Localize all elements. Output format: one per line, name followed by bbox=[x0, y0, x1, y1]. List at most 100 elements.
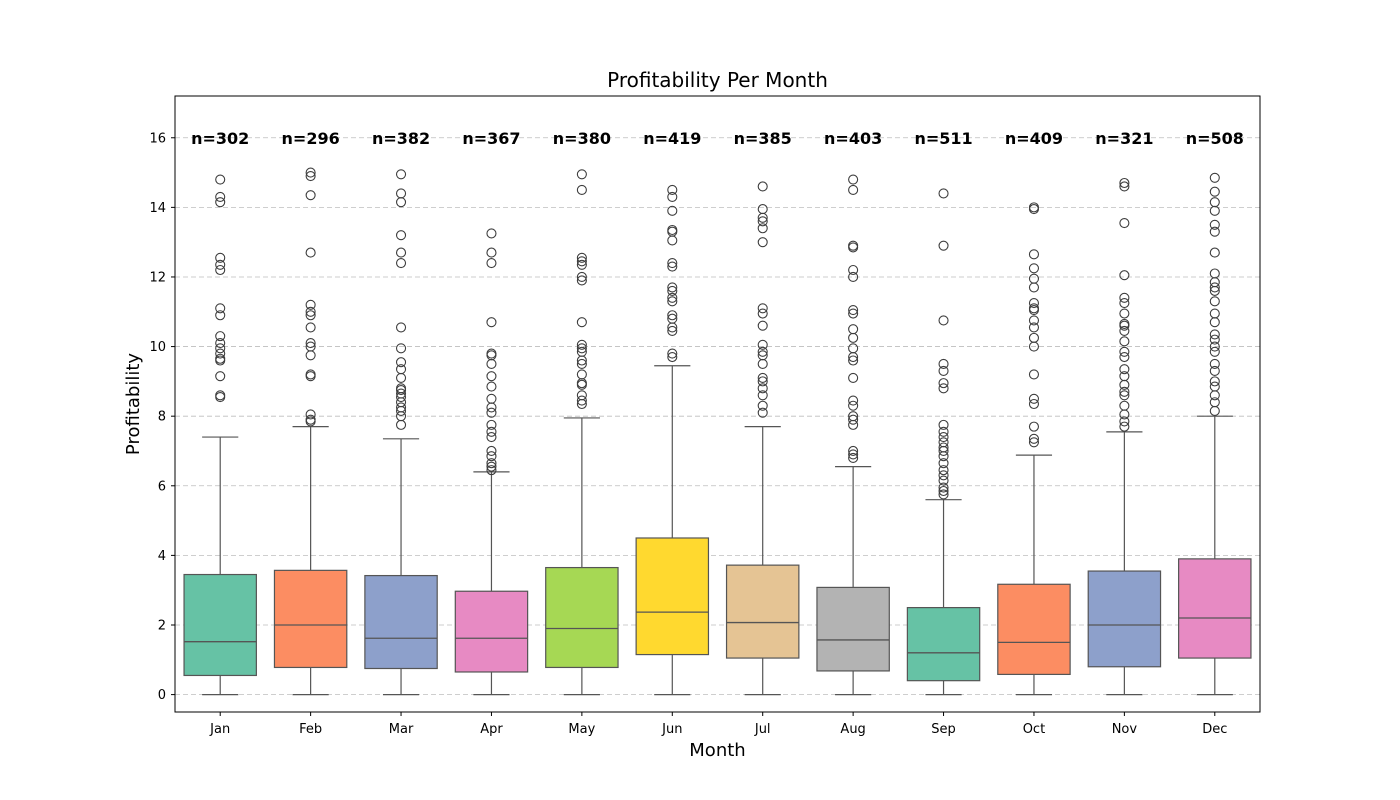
y-tick-label: 14 bbox=[149, 201, 166, 216]
outlier-point bbox=[486, 348, 497, 359]
outlier-point bbox=[1119, 318, 1130, 330]
box-may bbox=[545, 169, 619, 696]
y-tick-label: 6 bbox=[158, 479, 166, 494]
iqr-box bbox=[183, 573, 257, 677]
outlier-point bbox=[1119, 346, 1130, 357]
count-label: n=385 bbox=[734, 129, 792, 148]
x-tick-label: Aug bbox=[840, 722, 865, 737]
outlier-point bbox=[576, 256, 587, 267]
outlier-point bbox=[395, 197, 407, 208]
outlier-point bbox=[848, 372, 859, 383]
outlier-point bbox=[938, 482, 949, 493]
outlier-point bbox=[305, 247, 316, 258]
outlier-point bbox=[486, 317, 497, 328]
outlier-point bbox=[395, 388, 407, 399]
outlier-point bbox=[757, 407, 768, 418]
label-layer: n=302 n=296 n=382 n=367 n=380 n=419 n=385 n=403… bbox=[191, 129, 1244, 148]
outlier-point bbox=[576, 184, 587, 196]
outlier-point bbox=[1028, 393, 1040, 404]
iqr-box bbox=[635, 537, 710, 656]
outlier-point bbox=[757, 358, 768, 370]
count-label: n=419 bbox=[643, 129, 701, 148]
outlier-point bbox=[848, 449, 859, 460]
outlier-point bbox=[215, 371, 226, 382]
outlier-point bbox=[757, 303, 768, 314]
outlier-point bbox=[1119, 351, 1130, 363]
outlier-point bbox=[486, 247, 497, 258]
box-sep bbox=[906, 188, 981, 696]
outlier-point bbox=[1119, 177, 1130, 189]
outlier-point bbox=[1209, 197, 1220, 208]
outlier-point bbox=[1209, 329, 1220, 340]
outlier-point bbox=[1028, 322, 1040, 333]
outlier-point bbox=[305, 306, 316, 317]
outlier-point bbox=[757, 204, 768, 215]
outlier-point bbox=[667, 224, 678, 236]
outlier-point bbox=[486, 228, 497, 239]
outlier-point bbox=[1119, 416, 1130, 427]
outlier-point bbox=[848, 174, 859, 185]
outlier-point bbox=[305, 167, 316, 178]
iqr-box bbox=[1087, 570, 1162, 668]
count-label: n=511 bbox=[914, 129, 972, 148]
iqr-box bbox=[1178, 558, 1252, 659]
outlier-point bbox=[395, 230, 407, 241]
iqr-box bbox=[725, 564, 800, 659]
outlier-point bbox=[486, 445, 497, 457]
outlier-point bbox=[848, 452, 859, 463]
outlier-point bbox=[667, 282, 678, 293]
outlier-point bbox=[215, 390, 226, 401]
y-tick-label: 16 bbox=[149, 131, 166, 146]
outlier-point bbox=[938, 383, 949, 394]
outlier-point bbox=[1119, 379, 1130, 390]
x-tick-label: Oct bbox=[1023, 722, 1045, 737]
outlier-point bbox=[848, 411, 859, 422]
outlier-point bbox=[1028, 273, 1040, 284]
outlier-point bbox=[486, 458, 497, 469]
outlier-point bbox=[215, 303, 226, 314]
outlier-point bbox=[576, 271, 587, 283]
outlier-point bbox=[1209, 405, 1220, 417]
outlier-point bbox=[848, 400, 859, 411]
y-axis-title: Profitability bbox=[123, 353, 144, 455]
outlier-point bbox=[395, 322, 407, 333]
outlier-point bbox=[215, 348, 226, 359]
outlier-point bbox=[757, 372, 768, 383]
outlier-point bbox=[1119, 270, 1130, 281]
box-mar bbox=[364, 169, 438, 696]
outlier-point bbox=[1209, 226, 1220, 237]
outlier-point bbox=[757, 308, 768, 319]
outlier-point bbox=[1119, 400, 1130, 411]
outlier-point bbox=[938, 485, 949, 497]
outlier-point bbox=[305, 414, 316, 425]
outlier-point bbox=[1028, 298, 1040, 309]
outlier-point bbox=[848, 184, 859, 196]
y-tick-label: 8 bbox=[158, 410, 166, 425]
outlier-point bbox=[1028, 282, 1040, 293]
outlier-point bbox=[1209, 365, 1220, 376]
outlier-point bbox=[1209, 317, 1220, 328]
outlier-point bbox=[1028, 369, 1040, 380]
outlier-point bbox=[1209, 341, 1220, 352]
outlier-point bbox=[938, 188, 949, 199]
outlier-point bbox=[1028, 421, 1040, 432]
outlier-point bbox=[1209, 397, 1220, 408]
outlier-point bbox=[395, 383, 407, 394]
outlier-point bbox=[1028, 315, 1040, 326]
outlier-point bbox=[1119, 217, 1130, 229]
count-label: n=508 bbox=[1186, 129, 1244, 148]
y-tick-label: 12 bbox=[149, 270, 166, 285]
box-aug bbox=[816, 174, 890, 696]
outlier-point bbox=[1209, 186, 1220, 197]
outlier-point bbox=[1209, 282, 1220, 293]
outlier-point bbox=[938, 451, 949, 462]
outlier-point bbox=[305, 190, 316, 201]
outlier-point bbox=[576, 358, 587, 370]
iqr-box bbox=[545, 566, 619, 669]
outlier-point bbox=[757, 350, 768, 361]
outlier-point bbox=[1209, 277, 1220, 288]
outlier-point bbox=[667, 205, 678, 216]
outlier-point bbox=[757, 237, 768, 248]
outlier-point bbox=[1119, 371, 1130, 382]
outlier-point bbox=[215, 252, 226, 263]
